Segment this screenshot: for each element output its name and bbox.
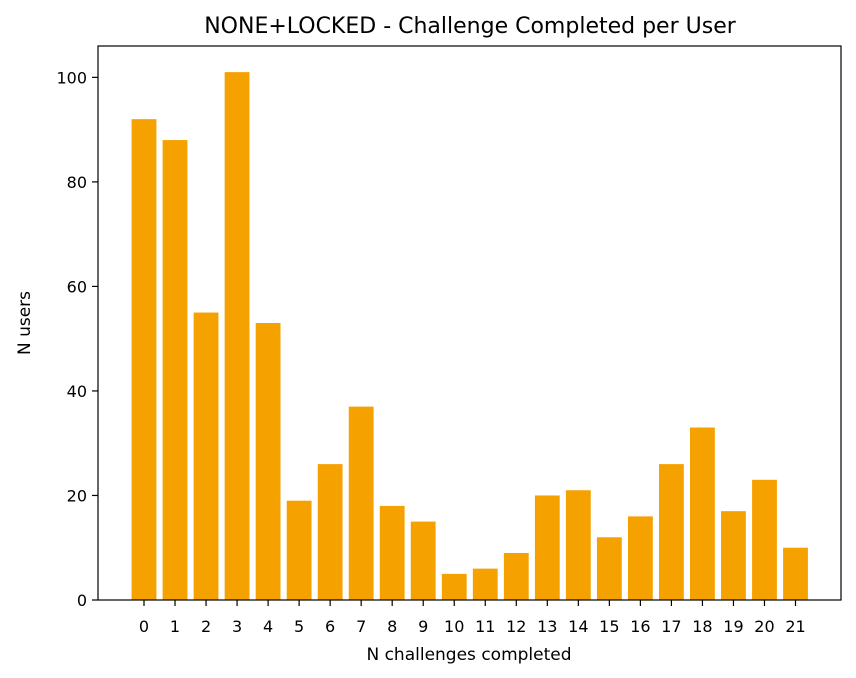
bar-20 [752,479,777,600]
bar-19 [721,511,746,600]
x-tick-label: 4 [263,617,273,636]
x-tick-label: 9 [418,617,428,636]
x-tick-label: 20 [754,617,774,636]
plot-frame [97,45,842,601]
y-tick-label: 100 [56,68,87,87]
chart-title: NONE+LOCKED - Challenge Completed per Us… [204,14,737,39]
x-tick-label: 10 [444,617,464,636]
x-tick-label: 21 [785,617,805,636]
y-tick-label: 0 [77,591,87,610]
x-tick-label: 5 [294,617,304,636]
x-tick-label: 12 [506,617,526,636]
bars-group [131,72,808,601]
bar-14 [565,490,591,600]
x-tick-label: 11 [475,617,495,636]
x-tick-label: 6 [325,617,335,636]
x-tick-label: 17 [661,617,681,636]
y-tick-label: 20 [67,486,87,505]
y-tick-label: 60 [67,277,87,296]
x-tick-label: 3 [232,617,242,636]
bar-18 [690,427,715,600]
x-tick-label: 16 [630,617,650,636]
bar-16 [627,516,653,600]
x-axis-label: N challenges completed [366,645,571,665]
x-tick-label: 0 [139,617,149,636]
bar-17 [659,464,684,600]
bar-10 [441,573,467,600]
bar-5 [286,500,312,600]
x-tick-label: 1 [170,617,180,636]
bar-7 [348,406,374,600]
bar-1 [162,140,188,600]
bar-0 [131,119,157,601]
bar-12 [503,552,529,600]
x-tick-label: 2 [201,617,211,636]
x-tick-label: 7 [356,617,366,636]
x-tick-label: 19 [723,617,743,636]
bar-11 [472,568,498,600]
bar-4 [255,323,281,600]
bar-15 [596,537,622,600]
x-axis-ticks: 0 1 2 3 4 5 6 7 8 9 10 11 12 13 14 15 16 17 18 19 20 21 [139,600,806,636]
x-tick-label: 13 [537,617,557,636]
x-tick-label: 18 [692,617,712,636]
y-tick-label: 40 [67,382,87,401]
bar-3 [224,72,250,600]
bar-21 [783,547,808,600]
bar-6 [317,464,343,600]
bar-9 [410,521,436,600]
bar-2 [193,312,219,600]
x-tick-label: 15 [599,617,619,636]
x-tick-label: 8 [387,617,397,636]
bar-13 [534,495,560,600]
y-tick-label: 80 [67,173,87,192]
y-axis-label: N users [15,291,35,355]
x-tick-label: 14 [568,617,588,636]
bar-8 [379,505,405,600]
y-axis-ticks: 0 20 40 60 80 100 [56,68,98,610]
